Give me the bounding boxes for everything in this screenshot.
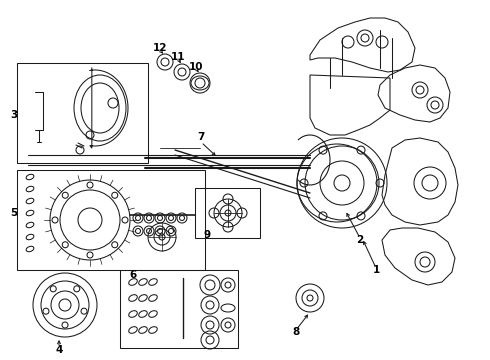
Text: 4: 4 [55, 345, 63, 355]
Bar [120, 270, 238, 348]
Text: 2: 2 [356, 235, 364, 245]
Text: 5: 5 [10, 208, 18, 218]
Text: 12: 12 [153, 43, 167, 53]
Text: 9: 9 [203, 230, 211, 240]
Text: 1: 1 [372, 265, 380, 275]
Bar [17, 63, 148, 163]
Bar [17, 170, 205, 270]
Bar [195, 188, 260, 238]
Text: 10: 10 [189, 62, 203, 72]
Text: 6: 6 [129, 270, 137, 280]
Text: 11: 11 [171, 52, 185, 62]
Text: 8: 8 [293, 327, 299, 337]
Text: 3: 3 [10, 110, 18, 120]
Text: 7: 7 [197, 132, 205, 142]
